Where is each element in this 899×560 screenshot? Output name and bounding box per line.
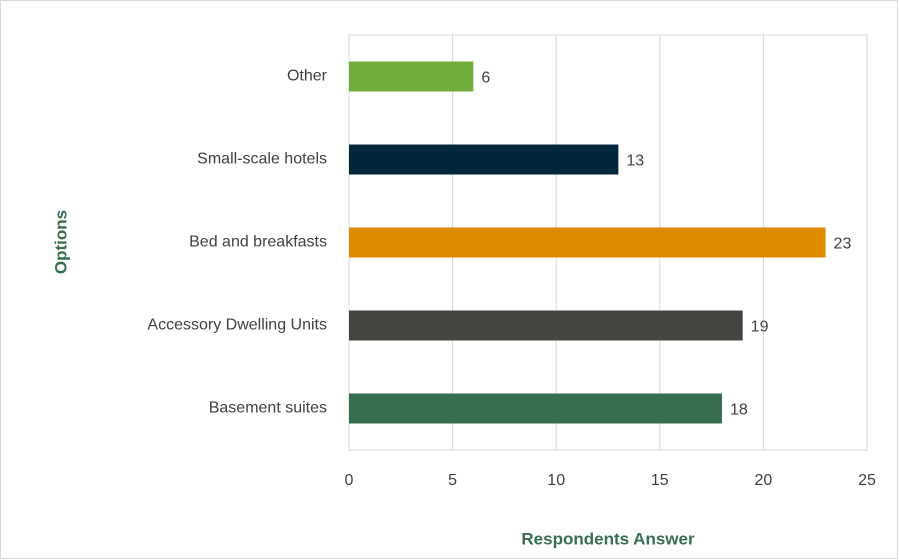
x-tick-label: 0	[345, 472, 354, 489]
data-label: 19	[751, 319, 769, 336]
data-label: 6	[481, 70, 490, 87]
x-tick-label: 5	[448, 472, 457, 489]
y-tick-label: Bed and breakfasts	[189, 234, 327, 251]
x-axis-title: Respondents Answer	[521, 529, 695, 548]
x-tick-label: 25	[858, 472, 876, 489]
x-tick-label: 10	[547, 472, 565, 489]
y-tick-label: Other	[287, 68, 328, 85]
bar	[349, 61, 474, 92]
bar	[349, 144, 619, 175]
y-axis-title: Options	[51, 210, 70, 274]
data-label: 18	[730, 402, 748, 419]
y-tick-label: Basement suites	[209, 400, 327, 417]
data-label: 13	[626, 153, 644, 170]
data-label: 23	[834, 236, 852, 253]
x-tick-label: 20	[755, 472, 773, 489]
bar	[349, 393, 722, 424]
y-tick-label: Small-scale hotels	[197, 151, 327, 168]
x-tick-label: 15	[651, 472, 669, 489]
y-tick-label: Accessory Dwelling Units	[147, 317, 327, 334]
bar	[349, 310, 743, 341]
bar	[349, 227, 826, 258]
